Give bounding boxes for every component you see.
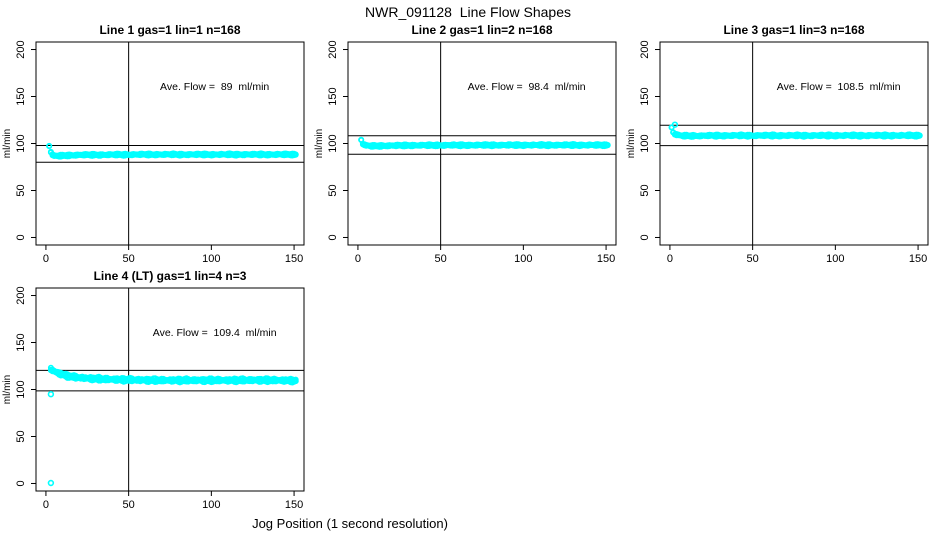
x-tick-label: 100 [826, 253, 844, 265]
x-axis: 0 50 100 150 [43, 491, 303, 511]
y-axis: 0 50 100 150 200 [639, 40, 660, 241]
x-axis: 0 50 100 150 [667, 245, 927, 265]
data-points [668, 121, 923, 140]
y-axis-label: ml/min [2, 375, 13, 404]
y-tick-label: 50 [15, 184, 27, 196]
ave-flow-annotation: Ave. Flow = 89 ml/min [160, 81, 269, 93]
x-tick-label: 0 [667, 253, 673, 265]
y-axis-label: ml/min [2, 129, 13, 158]
y-tick-label: 100 [327, 134, 339, 152]
y-tick-label: 200 [639, 40, 651, 58]
panel-line-4: Line 4 (LT) gas=1 lin=4 n=3 0 50 100 150 0 50 1… [2, 269, 305, 511]
panel-line-2: Line 2 gas=1 lin=2 n=168 0 50 100 150 0 50 100 1… [314, 23, 617, 265]
y-axis-label: ml/min [626, 129, 637, 158]
panel-title: Line 4 (LT) gas=1 lin=4 n=3 [94, 269, 247, 283]
y-tick-label: 50 [15, 430, 27, 442]
y-tick-label: 50 [639, 184, 651, 196]
outlier-point [47, 390, 55, 398]
reference-lines [36, 42, 304, 245]
ave-flow-annotation: Ave. Flow = 108.5 ml/min [777, 81, 901, 93]
y-tick-label: 150 [327, 87, 339, 105]
x-tick-label: 0 [43, 253, 49, 265]
y-tick-label: 0 [327, 234, 339, 240]
reference-lines [660, 42, 928, 245]
y-tick-label: 200 [327, 40, 339, 58]
panel-title: Line 1 gas=1 lin=1 n=168 [99, 23, 240, 37]
x-tick-label: 150 [285, 499, 303, 511]
y-tick-label: 0 [639, 234, 651, 240]
outlier-point [47, 479, 55, 487]
y-tick-label: 200 [15, 286, 27, 304]
x-axis: 0 50 100 150 [355, 245, 615, 265]
x-tick-label: 0 [355, 253, 361, 265]
y-tick-label: 150 [639, 87, 651, 105]
y-tick-label: 0 [15, 234, 27, 240]
panel-line-1: Line 1 gas=1 lin=1 n=168 0 50 100 150 0 50 100 1… [2, 23, 305, 265]
y-tick-label: 150 [15, 333, 27, 351]
ave-flow-annotation: Ave. Flow = 109.4 ml/min [153, 327, 277, 339]
y-tick-label: 0 [15, 480, 27, 486]
y-tick-label: 150 [15, 87, 27, 105]
outlier-point [671, 121, 679, 128]
y-tick-label: 100 [15, 380, 27, 398]
x-tick-label: 50 [435, 253, 447, 265]
data-points [358, 136, 611, 150]
plot-box [35, 41, 305, 246]
y-axis: 0 50 100 150 200 [15, 40, 36, 241]
x-tick-label: 150 [285, 253, 303, 265]
ave-flow-annotation: Ave. Flow = 98.4 ml/min [468, 81, 586, 93]
x-tick-label: 0 [43, 499, 49, 511]
x-tick-label: 150 [597, 253, 615, 265]
y-tick-label: 50 [327, 184, 339, 196]
panel-line-3: Line 3 gas=1 lin=3 n=168 0 50 100 150 0 50 100 1… [626, 23, 929, 265]
x-axis: 0 50 100 150 [43, 245, 303, 265]
reference-lines [36, 288, 304, 491]
y-axis: 0 50 100 150 200 [327, 40, 348, 241]
x-tick-label: 150 [909, 253, 927, 265]
x-tick-label: 100 [202, 499, 220, 511]
x-tick-label: 50 [747, 253, 759, 265]
x-tick-label: 50 [123, 253, 135, 265]
panel-title: Line 3 gas=1 lin=3 n=168 [723, 23, 864, 37]
y-tick-label: 200 [15, 40, 27, 58]
x-tick-label: 100 [202, 253, 220, 265]
data-points [47, 364, 299, 487]
x-tick-label: 50 [123, 499, 135, 511]
data-points [46, 142, 299, 160]
main-title: NWR_091128 Line Flow Shapes [365, 4, 571, 20]
y-tick-label: 100 [639, 134, 651, 152]
y-axis-label: ml/min [314, 129, 325, 158]
y-tick-label: 100 [15, 134, 27, 152]
y-axis: 0 50 100 150 200 [15, 286, 36, 487]
x-tick-label: 100 [514, 253, 532, 265]
plot-box [659, 41, 929, 246]
panel-title: Line 2 gas=1 lin=2 n=168 [411, 23, 552, 37]
plot-box [35, 287, 305, 492]
x-axis-label: Jog Position (1 second resolution) [252, 516, 448, 531]
